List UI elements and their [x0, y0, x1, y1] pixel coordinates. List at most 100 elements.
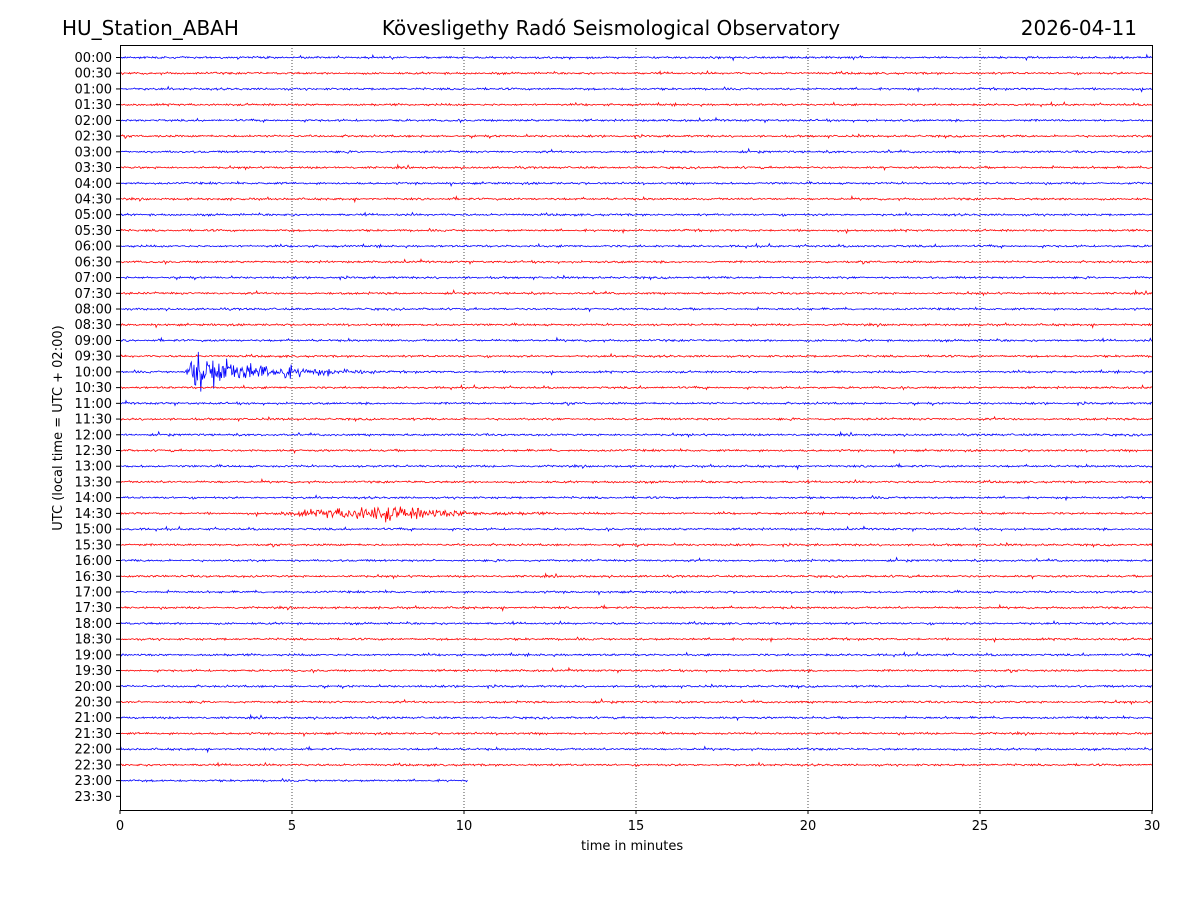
chart-date: 2026-04-11 [1020, 16, 1137, 40]
station-name: HU_Station_ABAH [62, 16, 239, 40]
trace-13:00 [119, 462, 1153, 471]
y-tick-label: 11:00 [75, 397, 112, 412]
y-tick-label: 16:30 [75, 570, 112, 585]
trace-22:00 [119, 745, 1153, 754]
seismic-traces [119, 53, 1153, 783]
y-tick-label: 09:30 [75, 350, 112, 365]
trace-23:00 [119, 777, 468, 783]
trace-12:00 [119, 430, 1153, 438]
trace-09:00 [119, 336, 1153, 343]
trace-00:00 [120, 53, 1153, 62]
trace-19:30 [119, 666, 1153, 674]
y-tick-label: 02:00 [75, 114, 112, 129]
x-axis: 0 5 10 15 20 25 30 [116, 810, 1160, 834]
y-tick-label: 15:00 [75, 523, 112, 538]
trace-18:30 [119, 636, 1153, 644]
y-tick-label: 03:00 [75, 145, 112, 160]
y-tick-label: 21:00 [75, 711, 112, 726]
y-tick-label: 12:30 [75, 444, 112, 459]
trace-02:00 [119, 116, 1153, 124]
trace-07:00 [120, 274, 1153, 281]
y-tick-label: 05:30 [75, 224, 112, 239]
trace-11:00 [119, 399, 1153, 407]
y-tick-label: 18:00 [75, 617, 112, 632]
y-tick-label: 08:00 [75, 303, 112, 318]
y-tick-label: 20:00 [75, 680, 112, 695]
trace-02:30 [119, 133, 1153, 140]
trace-12:30 [119, 447, 1153, 455]
plot-frame [120, 45, 1153, 811]
y-tick-label: 08:30 [75, 318, 112, 333]
x-tick-label: 10 [456, 819, 473, 834]
trace-16:00 [119, 556, 1153, 563]
trace-05:30 [119, 227, 1153, 235]
trace-09:30 [119, 352, 1153, 359]
y-tick-label: 04:30 [75, 192, 112, 207]
grid-lines [291, 45, 981, 810]
trace-15:00 [120, 525, 1153, 533]
y-tick-label: 01:00 [75, 82, 112, 97]
y-tick-label: 10:00 [75, 365, 112, 380]
y-tick-label: 10:30 [75, 381, 112, 396]
y-tick-label: 11:30 [75, 413, 112, 428]
trace-15:30 [120, 542, 1153, 548]
y-tick-label: 09:00 [75, 334, 112, 349]
trace-17:00 [119, 589, 1153, 596]
trace-08:00 [119, 306, 1153, 313]
y-tick-label: 03:30 [75, 161, 112, 176]
y-tick-label: 07:00 [75, 271, 112, 286]
x-axis-label: time in minutes [581, 839, 683, 854]
y-tick-label: 14:00 [75, 491, 112, 506]
y-tick-label: 06:00 [75, 240, 112, 255]
y-tick-label: 01:30 [75, 98, 112, 113]
trace-10:30 [119, 383, 1153, 391]
trace-11:30 [119, 415, 1153, 423]
y-tick-label: 13:30 [75, 475, 112, 490]
trace-06:00 [119, 242, 1153, 249]
y-tick-label: 19:00 [75, 648, 112, 663]
y-tick-label: 04:00 [75, 177, 112, 192]
trace-19:00 [119, 651, 1153, 658]
trace-22:30 [119, 761, 1153, 768]
trace-21:00 [119, 713, 1153, 722]
y-axis: 00:0000:3001:0001:3002:0002:3003:0003:30… [75, 51, 120, 805]
trace-14:00 [119, 494, 1153, 502]
trace-21:30 [119, 730, 1153, 738]
trace-10:00 [119, 351, 1153, 392]
y-tick-label: 00:30 [75, 67, 112, 82]
x-tick-label: 25 [972, 819, 989, 834]
trace-20:00 [119, 683, 1153, 690]
trace-07:30 [119, 289, 1153, 297]
trace-04:30 [119, 195, 1153, 204]
trace-14:30 [119, 506, 1153, 523]
trace-03:30 [119, 163, 1153, 171]
chart-title: Kövesligethy Radó Seismological Observat… [381, 16, 841, 40]
trace-06:30 [119, 258, 1153, 266]
trace-01:30 [119, 100, 1153, 108]
y-tick-label: 16:00 [75, 554, 112, 569]
trace-01:00 [120, 85, 1153, 93]
y-tick-label: 13:00 [75, 460, 112, 475]
trace-18:00 [119, 620, 1153, 626]
y-tick-label: 02:30 [75, 130, 112, 145]
y-tick-label: 22:30 [75, 758, 112, 773]
y-tick-label: 06:30 [75, 255, 112, 270]
y-tick-label: 14:30 [75, 507, 112, 522]
y-tick-label: 23:30 [75, 790, 112, 805]
y-tick-label: 19:30 [75, 664, 112, 679]
y-tick-label: 12:00 [75, 428, 112, 443]
y-tick-label: 00:00 [75, 51, 112, 66]
x-tick-label: 20 [800, 819, 817, 834]
y-tick-label: 17:00 [75, 585, 112, 600]
trace-08:30 [119, 322, 1153, 330]
trace-16:30 [119, 572, 1153, 580]
trace-20:30 [119, 697, 1153, 706]
y-tick-label: 07:30 [75, 287, 112, 302]
trace-05:00 [119, 211, 1153, 217]
y-tick-label: 15:30 [75, 538, 112, 553]
y-tick-label: 23:00 [75, 774, 112, 789]
y-tick-label: 22:00 [75, 743, 112, 758]
y-tick-label: 17:30 [75, 601, 112, 616]
y-tick-label: 20:30 [75, 696, 112, 711]
